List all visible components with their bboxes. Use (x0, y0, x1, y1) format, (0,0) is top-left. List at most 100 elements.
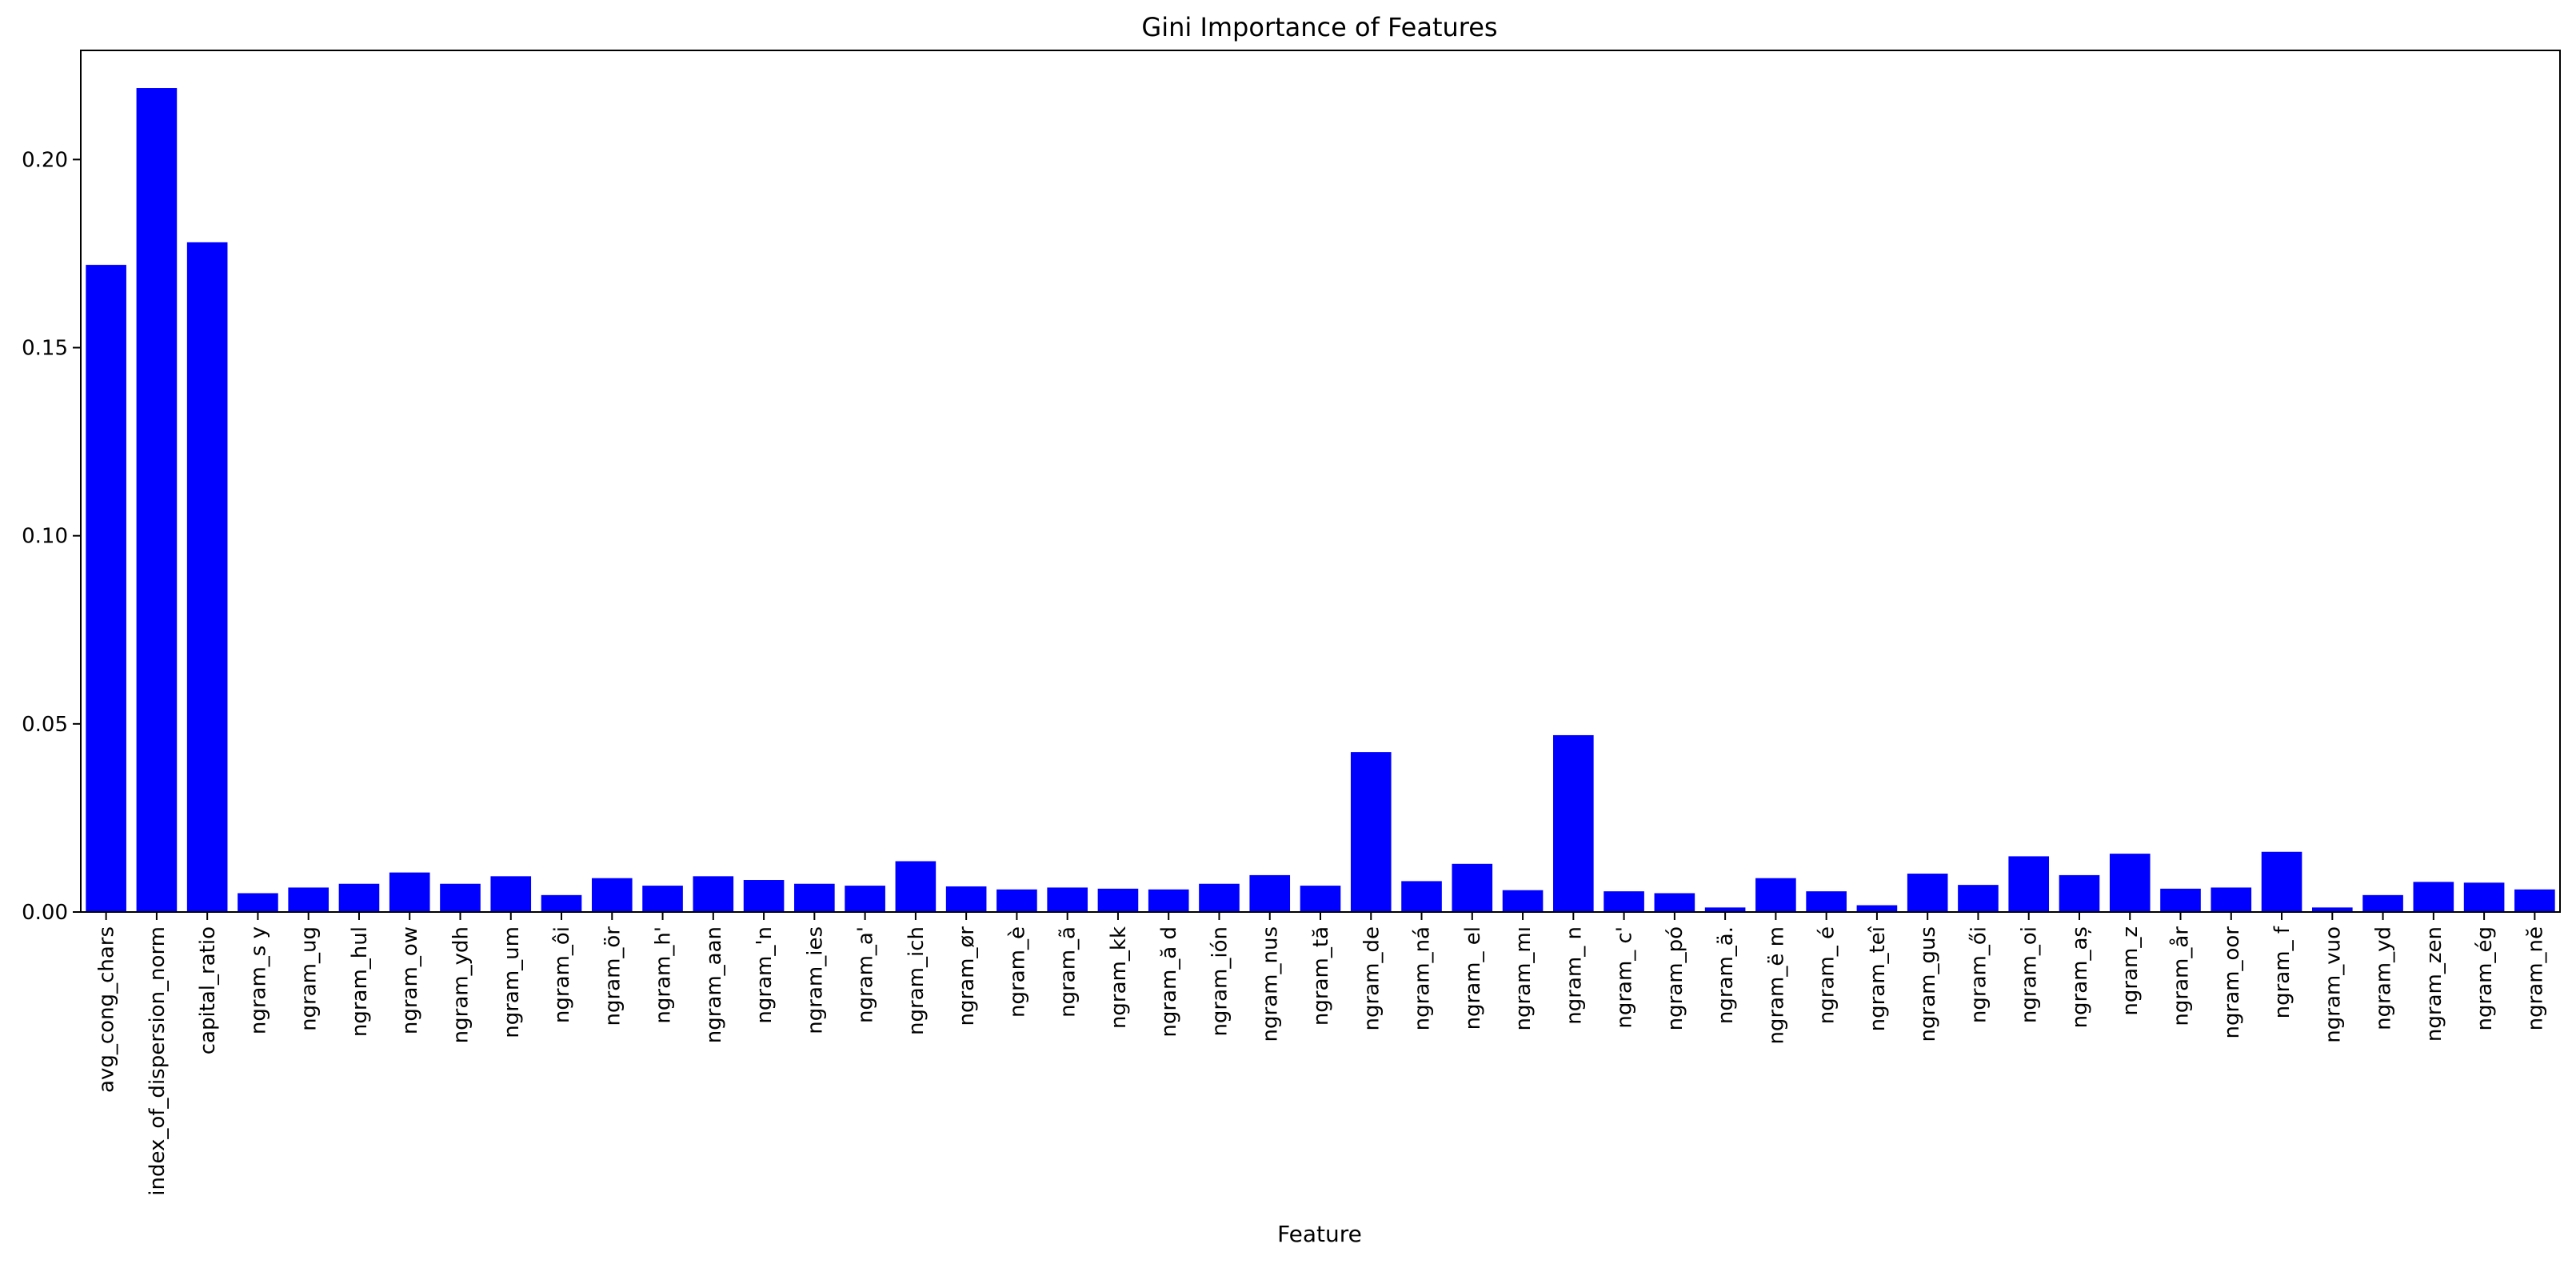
bar-1 (136, 88, 178, 913)
x-tick-label-40: ngram_z (2119, 926, 2143, 1016)
x-tick-label-43: ngram_ f (2270, 926, 2294, 1018)
bar-22 (1199, 883, 1240, 912)
bar-42 (2211, 887, 2252, 912)
bar-37 (1958, 885, 1999, 912)
x-tick-label-38: ngram_oi (2018, 926, 2042, 1023)
bar-16 (895, 861, 937, 912)
bar-35 (1856, 905, 1898, 912)
x-tick-label-26: ngram_ná (1411, 926, 1435, 1030)
bar-30 (1604, 891, 1644, 912)
bar-36 (1907, 874, 1948, 912)
bar-40 (2109, 854, 2151, 912)
x-tick-label-44: ngram_vuo (2321, 926, 2345, 1043)
x-tick-label-46: ngram_zen (2422, 926, 2446, 1042)
x-tick-label-42: ngram_oor (2220, 926, 2244, 1039)
x-tick-label-48: ngram_nĕ (2523, 926, 2547, 1030)
bar-32 (1704, 907, 1746, 912)
y-tick-label-3: 0.15 (22, 337, 68, 361)
x-tick-label-24: ngram_tă (1309, 926, 1333, 1026)
bar-25 (1350, 752, 1392, 912)
bar-27 (1452, 863, 1493, 912)
bar-41 (2160, 888, 2201, 912)
x-tick-label-14: ngram_ies (803, 926, 827, 1034)
bar-34 (1806, 891, 1847, 912)
bar-4 (288, 887, 329, 912)
x-tick-label-22: ngram_ión (1208, 926, 1232, 1037)
plot-frame (80, 50, 2561, 913)
bar-44 (2312, 907, 2353, 912)
bar-24 (1300, 886, 1341, 912)
bar-43 (2261, 851, 2302, 912)
bar-21 (1148, 889, 1189, 912)
bar-18 (996, 889, 1037, 912)
bar-47 (2463, 882, 2505, 912)
x-tick-label-3: ngram_s y (246, 926, 270, 1034)
x-tick-label-18: ngram_è (1005, 926, 1029, 1018)
x-tick-label-36: ngram_gus (1916, 926, 1940, 1042)
bar-29 (1553, 734, 1594, 912)
x-tick-label-0: avg_cong_chars (95, 926, 119, 1093)
bar-15 (845, 886, 885, 912)
y-tick-label-4: 0.20 (22, 148, 68, 172)
y-axis: 0.00 0.05 0.10 0.15 0.20 (22, 148, 81, 925)
x-tick-label-33: ngram_ë m (1764, 926, 1788, 1045)
bar-10 (591, 878, 633, 912)
x-tick-label-34: ngram_ é (1815, 926, 1839, 1024)
x-tick-label-13: ngram_'n (753, 926, 777, 1024)
x-axis-label: Feature (1277, 1221, 1362, 1247)
x-tick-label-16: ngram_ich (905, 926, 929, 1035)
x-tick-label-10: ngram_ör (601, 926, 625, 1026)
y-tick-label-1: 0.05 (22, 713, 68, 737)
chart-title: Gini Importance of Features (1141, 12, 1497, 42)
bar-23 (1249, 874, 1291, 912)
x-tick-label-29: ngram_ n (1562, 926, 1586, 1025)
x-tick-label-1: index_of_dispersion_norm (146, 926, 170, 1196)
bars-group (86, 88, 2555, 913)
x-tick-label-30: ngram_ c' (1613, 926, 1637, 1029)
x-tick-label-23: ngram_nus (1259, 926, 1283, 1042)
x-tick-label-15: ngram_a' (854, 926, 878, 1023)
bar-9 (541, 894, 582, 912)
bar-6 (389, 872, 430, 912)
x-tick-label-47: ngram_ég (2473, 926, 2497, 1030)
bar-7 (440, 883, 481, 912)
bar-26 (1401, 881, 1442, 912)
bar-19 (1047, 887, 1088, 912)
x-tick-label-9: ngram_ôi (550, 926, 574, 1023)
x-tick-label-21: ngram_ă d (1157, 926, 1181, 1038)
y-tick-label-2: 0.10 (22, 525, 68, 549)
x-tick-label-41: ngram_år (2169, 926, 2194, 1026)
x-tick-label-31: ngram_pó (1663, 926, 1687, 1030)
bar-28 (1502, 890, 1544, 912)
x-tick-label-19: ngram_ã (1056, 926, 1080, 1018)
bar-48 (2514, 889, 2555, 912)
bar-2 (186, 242, 228, 912)
x-tick-label-6: ngram_ow (398, 926, 422, 1034)
bar-45 (2362, 894, 2403, 912)
bar-5 (338, 883, 380, 912)
x-axis: avg_cong_chars index_of_dispersion_norm ca… (95, 912, 2547, 1196)
x-tick-label-4: ngram_ug (298, 926, 322, 1031)
x-tick-label-12: ngram_aan (702, 926, 726, 1043)
x-tick-label-2: capital_ratio (196, 926, 220, 1054)
x-tick-label-32: ngram_ä. (1714, 926, 1738, 1024)
bar-0 (86, 265, 126, 913)
x-tick-label-27: ngram_ el (1461, 926, 1485, 1030)
bar-8 (490, 876, 532, 912)
x-tick-label-20: ngram_kk (1107, 926, 1131, 1029)
x-tick-label-45: ngram_yd (2372, 926, 2396, 1030)
bar-11 (642, 886, 683, 912)
x-tick-label-37: ngram_ői (1967, 926, 1991, 1023)
x-tick-label-11: ngram_h' (652, 926, 676, 1024)
bar-13 (743, 880, 785, 912)
bar-38 (2008, 856, 2050, 912)
x-tick-label-8: ngram_um (500, 926, 524, 1038)
x-tick-label-28: ngram_mı (1512, 926, 1536, 1030)
bar-17 (945, 886, 987, 912)
bar-3 (238, 893, 278, 912)
bar-31 (1654, 893, 1695, 912)
bar-14 (794, 883, 835, 912)
x-tick-label-7: ngram_ydh (449, 926, 473, 1043)
bar-33 (1755, 878, 1796, 912)
x-tick-label-17: ngram_ør (955, 926, 979, 1026)
